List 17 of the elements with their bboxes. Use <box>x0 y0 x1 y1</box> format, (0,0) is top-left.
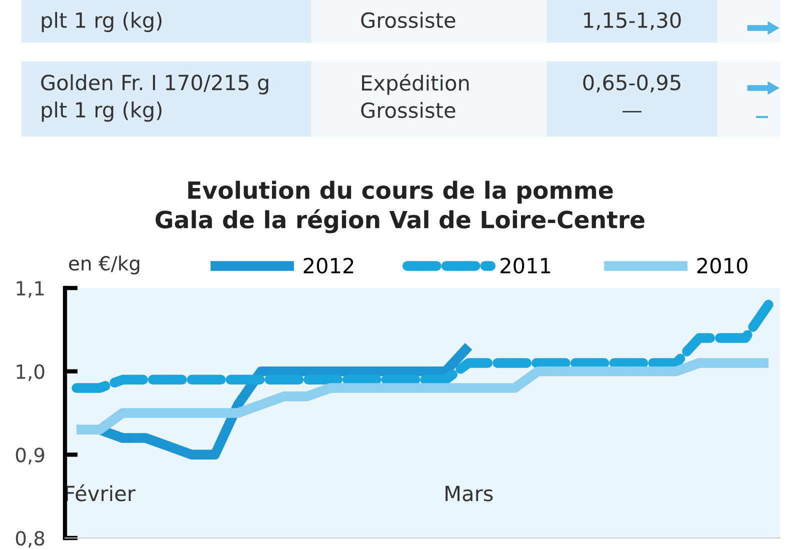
legend-label: 2011 <box>500 258 550 274</box>
y-tick-label: 0,9 <box>16 448 44 464</box>
text: 1,15-1,30 <box>584 12 681 30</box>
text: plt 1 rg (kg) <box>42 12 162 32</box>
text: Expédition Grossiste <box>361 74 469 118</box>
x-tick-label: Février <box>66 484 136 502</box>
legend-label: 2012 <box>304 258 354 274</box>
legend-label: 2010 <box>697 258 748 274</box>
y-axis-title: en €/kg <box>69 256 140 274</box>
text: Grossiste <box>361 12 456 28</box>
y-tick-label: 0,8 <box>16 530 44 548</box>
x-tick-label: Mars <box>446 486 493 502</box>
text: Golden Fr. I 170/215 g plt 1 rg (kg) <box>41 74 268 122</box>
text: 0,65-0,95 — <box>583 74 680 112</box>
y-tick-label: 1,1 <box>16 281 44 298</box>
chart-title: Evolution du cours de la pomme Gala de la région Val de Loire-Centre <box>156 180 644 234</box>
y-tick-label: 1,0 <box>16 364 44 381</box>
